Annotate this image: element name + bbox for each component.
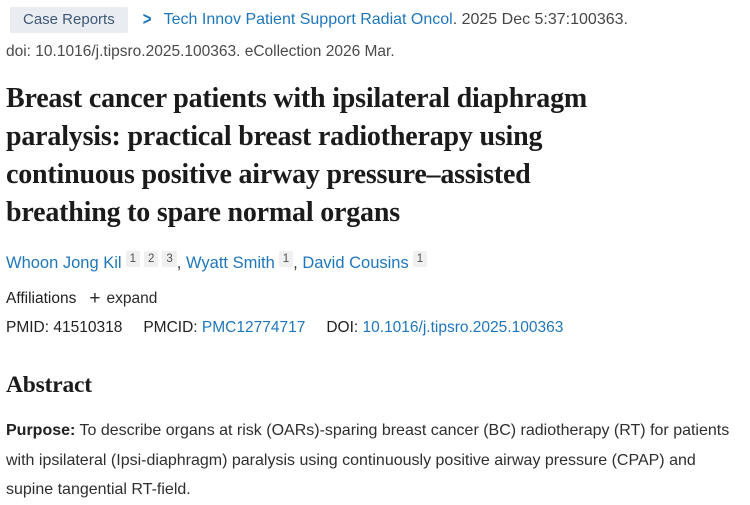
author-link[interactable]: David Cousins [302,254,409,272]
affiliation-superscript[interactable]: 1 [278,251,294,267]
doi-link[interactable]: 10.1016/j.tipsro.2025.100363 [362,319,564,336]
purpose-text: To describe organs at risk (OARs)-sparin… [6,422,730,498]
affiliation-superscript[interactable]: 2 [143,251,159,267]
identifiers-row: PMID: 41510318 PMCID: PMC12774717 DOI: 1… [6,319,745,337]
doi-group: DOI: 10.1016/j.tipsro.2025.100363 [326,319,563,337]
purpose-label: Purpose: [6,422,76,439]
journal-citation: > Tech Innov Patient Support Radiat Onco… [142,8,628,31]
author-item: Whoon Jong Kil 1 2 3, [6,251,186,272]
abstract-heading: Abstract [6,372,92,398]
doi-ecollection-line: doi: 10.1016/j.tipsro.2025.100363. eColl… [6,43,395,60]
journal-link[interactable]: Tech Innov Patient Support Radiat Oncol [163,11,453,28]
author-link[interactable]: Whoon Jong Kil [6,254,122,272]
pmcid-link[interactable]: PMC12774717 [201,319,306,336]
author-link[interactable]: Wyatt Smith [185,254,275,272]
author-separator: , [293,254,303,272]
abstract-paragraph: Purpose: To describe organs at risk (OAR… [6,416,745,505]
affiliations-row: Affiliations + expand [6,288,745,309]
pmcid-group: PMCID: PMC12774717 [143,319,305,337]
plus-icon: + [89,288,101,309]
affiliation-superscript[interactable]: 3 [162,251,177,267]
citation-header: Case Reports > Tech Innov Patient Suppor… [6,7,745,33]
title-line: Breast cancer patients with ipsilateral … [6,83,588,114]
author-separator: , [176,254,186,272]
title-line: continuous positive airway pressure–assi… [6,159,531,190]
title-line: breathing to spare normal organs [6,197,400,228]
pmid-value: 41510318 [53,319,123,336]
pmcid-label: PMCID: [143,319,198,336]
affiliations-expand-button[interactable]: + expand [89,288,158,309]
publication-type-badge: Case Reports [10,7,128,33]
title-line: paralysis: practical breast radiotherapy… [6,121,543,152]
article-title: Breast cancer patients with ipsilateral … [6,80,745,232]
expand-label: expand [106,290,158,307]
chevron-right-icon: > [142,8,152,31]
pmid-group: PMID: 41510318 [6,319,122,337]
author-item: Wyatt Smith 1, [185,251,303,272]
affiliation-superscript[interactable]: 1 [412,251,428,267]
authors-list: Whoon Jong Kil 1 2 3, Wyatt Smith 1, David C… [6,251,745,273]
citation-suffix: . 2025 Dec 5:37:100363. [452,11,628,28]
pmid-label: PMID: [6,319,50,336]
author-item: David Cousins 1 [302,251,428,272]
doi-label: DOI: [326,319,359,336]
affiliation-superscript[interactable]: 1 [125,251,140,267]
affiliations-label: Affiliations [6,290,77,307]
